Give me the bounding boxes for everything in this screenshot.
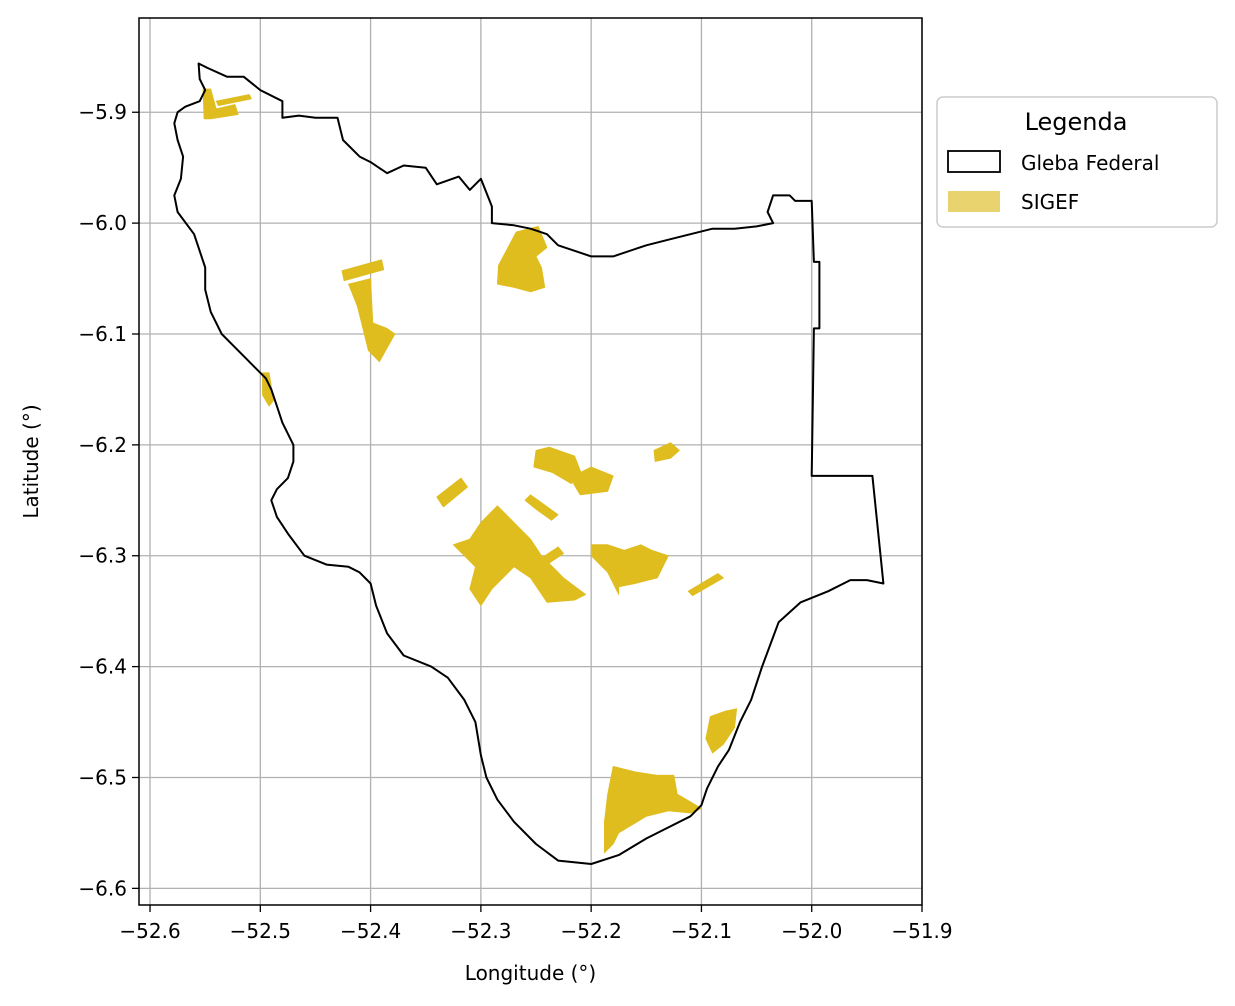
sigef-parcel [687,573,724,597]
sigef-parcel [590,544,669,595]
legend-box [936,96,1218,228]
gleba-boundary-layer [173,62,885,865]
sigef-parcel [541,546,564,565]
sigef-parcel [705,708,738,754]
y-tick-label: −6.0 [78,211,127,235]
legend: Legenda Gleba Federal SIGEF [936,96,1218,228]
x-tick-label: −51.9 [891,919,952,943]
sigef-parcel [533,446,583,485]
sigef-parcel [262,372,274,407]
legend-swatch-sigef [948,191,1000,212]
sigef-parcel [524,494,559,521]
sigef-parcels [202,88,738,854]
y-axis-label: Latitude (°) [19,404,43,518]
y-tick-label: −6.6 [78,876,127,900]
sigef-parcel [452,505,586,606]
axis-ticks: −52.6 −52.5 −52.4 −52.3 −52.2 −52.1 −52.0 −51.9… [78,100,952,943]
sigef-parcel [496,225,548,293]
x-tick-label: −52.2 [561,919,622,943]
sigef-parcel [215,94,252,106]
gleba-boundary [173,62,885,865]
sigef-parcel [653,442,680,462]
sigef-parcel [573,466,614,496]
plot-frame [138,17,923,906]
y-tick-label: −6.5 [78,765,127,789]
y-tick-label: −6.4 [78,655,127,679]
legend-label-gleba: Gleba Federal [1021,151,1159,175]
x-tick-label: −52.1 [671,919,732,943]
x-axis-label: Longitude (°) [465,961,596,985]
x-tick-label: −52.5 [230,919,291,943]
sigef-parcel [202,88,239,120]
legend-swatch-gleba [947,150,1001,173]
sigef-parcel [604,766,702,854]
y-tick-label: −6.2 [78,433,127,457]
x-tick-label: −52.4 [340,919,401,943]
sigef-parcel [348,278,396,363]
x-tick-label: −52.3 [450,919,511,943]
x-tick-label: −52.6 [119,919,180,943]
y-tick-label: −6.3 [78,544,127,568]
grid [139,18,923,905]
y-tick-label: −5.9 [78,100,127,124]
legend-title: Legenda [1025,108,1128,136]
sigef-parcel [436,477,469,508]
y-tick-label: −6.1 [78,322,127,346]
x-tick-label: −52.0 [781,919,842,943]
legend-label-sigef: SIGEF [1021,190,1079,214]
sigef-parcel [341,259,385,282]
